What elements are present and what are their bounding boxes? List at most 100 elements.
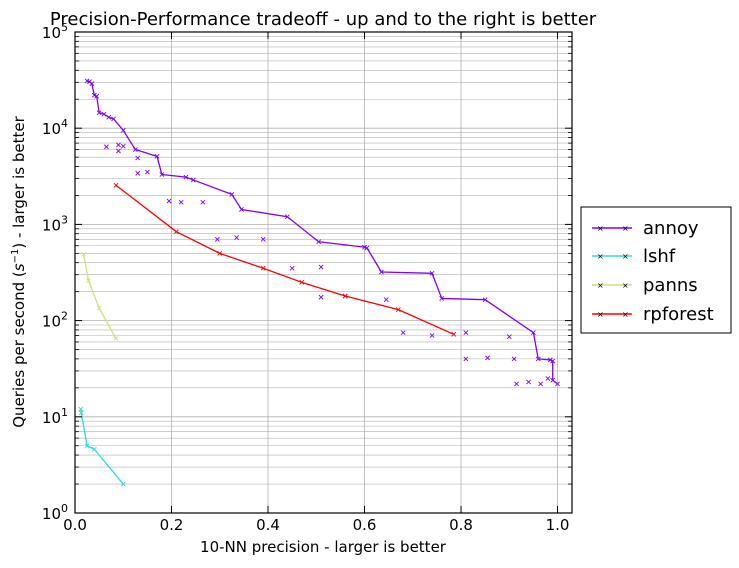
line-point-annoy-11 — [154, 153, 160, 159]
line-point-annoy-2 — [89, 81, 95, 87]
line-point-lshf-3 — [91, 446, 97, 452]
legend-entry-rpforest: × × rpforest — [592, 304, 714, 325]
line-point-annoy-5 — [96, 110, 102, 116]
legend-entry-lshf: × × lshf — [592, 246, 676, 267]
line-point-annoy-29 — [550, 377, 556, 383]
line-point-panns-1 — [86, 278, 91, 284]
y-axis-label-prefix: Queries per second ( — [10, 271, 28, 428]
scatter-point-annoy-23 — [506, 334, 512, 340]
series-rpforest — [113, 182, 457, 337]
line-point-panns-2 — [96, 305, 102, 311]
scatter-point-annoy-26 — [526, 379, 531, 385]
chart-title: Precision-Performance tradeoff - up and … — [50, 9, 597, 30]
scatter-point-annoy-15 — [318, 294, 324, 300]
scatter-point-annoy-5 — [135, 170, 141, 176]
line-point-rpforest-6 — [395, 307, 401, 313]
line-point-annoy-30 — [555, 381, 560, 387]
legend-marker-rpforest-right: × — [622, 310, 629, 319]
line-point-panns-0 — [81, 251, 87, 257]
y-axis-label-suffix: ) - larger is better — [10, 115, 28, 248]
line-point-lshf-1 — [78, 410, 84, 416]
y-tick-label-2: 102 — [42, 310, 68, 331]
y-tick-label-3: 103 — [42, 213, 68, 234]
line-point-rpforest-3 — [260, 265, 266, 271]
series-panns — [81, 251, 119, 342]
line-point-annoy-23 — [439, 296, 445, 301]
legend-marker-panns: × — [597, 281, 604, 290]
scatter-point-annoy-14 — [318, 264, 324, 270]
line-point-annoy-9 — [120, 127, 126, 133]
scatter-point-annoy-19 — [429, 333, 435, 338]
line-point-annoy-26 — [535, 356, 541, 362]
series-line-lshf — [80, 409, 124, 485]
legend-label-lshf: lshf — [643, 246, 676, 267]
series-lshf — [78, 406, 126, 487]
series-line-rpforest — [115, 184, 455, 335]
scatter-point-annoy-17 — [383, 297, 389, 303]
scatter-point-annoy-7 — [166, 198, 172, 204]
line-point-rpforest-0 — [113, 182, 119, 188]
x-tick-label-4: 0.8 — [449, 516, 473, 534]
series-annoy — [84, 78, 560, 387]
line-point-annoy-18 — [316, 239, 322, 245]
y-tick-label-4: 104 — [42, 117, 68, 138]
scatter-point-annoy-28 — [545, 376, 551, 381]
legend-entry-panns: × × panns — [592, 275, 698, 296]
line-point-annoy-8 — [111, 116, 117, 122]
y-tick-label-1: 101 — [42, 406, 68, 427]
legend: × × annoy × × lshf × × panns × × rpfores… — [580, 206, 732, 334]
line-point-annoy-10 — [132, 147, 138, 152]
line-point-annoy-12 — [159, 172, 165, 177]
x-axis-label: 10-NN precision - larger is better — [200, 538, 447, 556]
legend-marker-annoy: × — [597, 224, 604, 233]
scatter-point-annoy-27 — [538, 381, 544, 387]
line-point-rpforest-4 — [299, 279, 305, 285]
line-point-annoy-13 — [183, 174, 189, 180]
line-point-annoy-4 — [94, 93, 100, 99]
legend-label-panns: panns — [643, 275, 698, 296]
line-point-annoy-25 — [530, 330, 536, 336]
x-tick-label-5: 1.0 — [546, 516, 570, 534]
scatter-point-annoy-2 — [120, 143, 126, 149]
legend-entry-annoy: × × annoy — [592, 218, 699, 239]
scatter-point-annoy-0 — [103, 144, 109, 150]
line-point-lshf-2 — [84, 443, 90, 449]
line-point-annoy-27 — [547, 357, 553, 363]
series-line-annoy — [86, 80, 558, 385]
series-layer — [78, 78, 560, 487]
line-point-rpforest-7 — [451, 331, 457, 337]
scatter-point-annoy-11 — [234, 235, 240, 240]
line-point-annoy-22 — [429, 270, 435, 276]
legend-marker-annoy-right: × — [622, 224, 629, 233]
x-tick-label-0: 0.0 — [63, 516, 87, 534]
y-axis-label: Queries per second (s−1) - larger is bet… — [10, 115, 28, 427]
line-point-annoy-28 — [550, 358, 556, 364]
y-axis-label-math-exp: −1 — [10, 249, 21, 264]
scatter-point-annoy-12 — [260, 236, 266, 242]
line-point-annoy-16 — [239, 207, 244, 212]
legend-label-rpforest: rpforest — [643, 304, 714, 325]
scatter-point-annoy-4 — [135, 155, 141, 161]
scatter-point-annoy-10 — [214, 236, 220, 242]
line-point-annoy-17 — [284, 214, 290, 220]
series-line-panns — [83, 254, 117, 339]
line-point-annoy-14 — [190, 177, 196, 183]
legend-marker-panns-right: × — [622, 281, 629, 290]
scatter-point-annoy-18 — [400, 330, 406, 336]
line-point-panns-3 — [113, 336, 119, 342]
y-tick-label-0: 100 — [42, 502, 68, 523]
grid-layer — [74, 32, 572, 514]
line-point-annoy-7 — [106, 114, 112, 120]
tick-layer: 0.0 0.2 0.4 0.6 0.8 1.0 100 101 102 103 104 105 — [42, 21, 572, 534]
plot-frame — [74, 31, 573, 514]
legend-marker-lshf: × — [597, 252, 604, 261]
line-point-rpforest-1 — [173, 229, 179, 235]
legend-marker-rpforest: × — [597, 310, 604, 319]
scatter-point-annoy-25 — [514, 381, 519, 387]
x-tick-label-1: 0.2 — [160, 516, 184, 534]
x-tick-label-2: 0.4 — [256, 516, 280, 534]
line-point-annoy-24 — [482, 297, 488, 303]
scatter-point-annoy-1 — [116, 142, 121, 148]
y-tick-label-5: 105 — [42, 21, 68, 42]
